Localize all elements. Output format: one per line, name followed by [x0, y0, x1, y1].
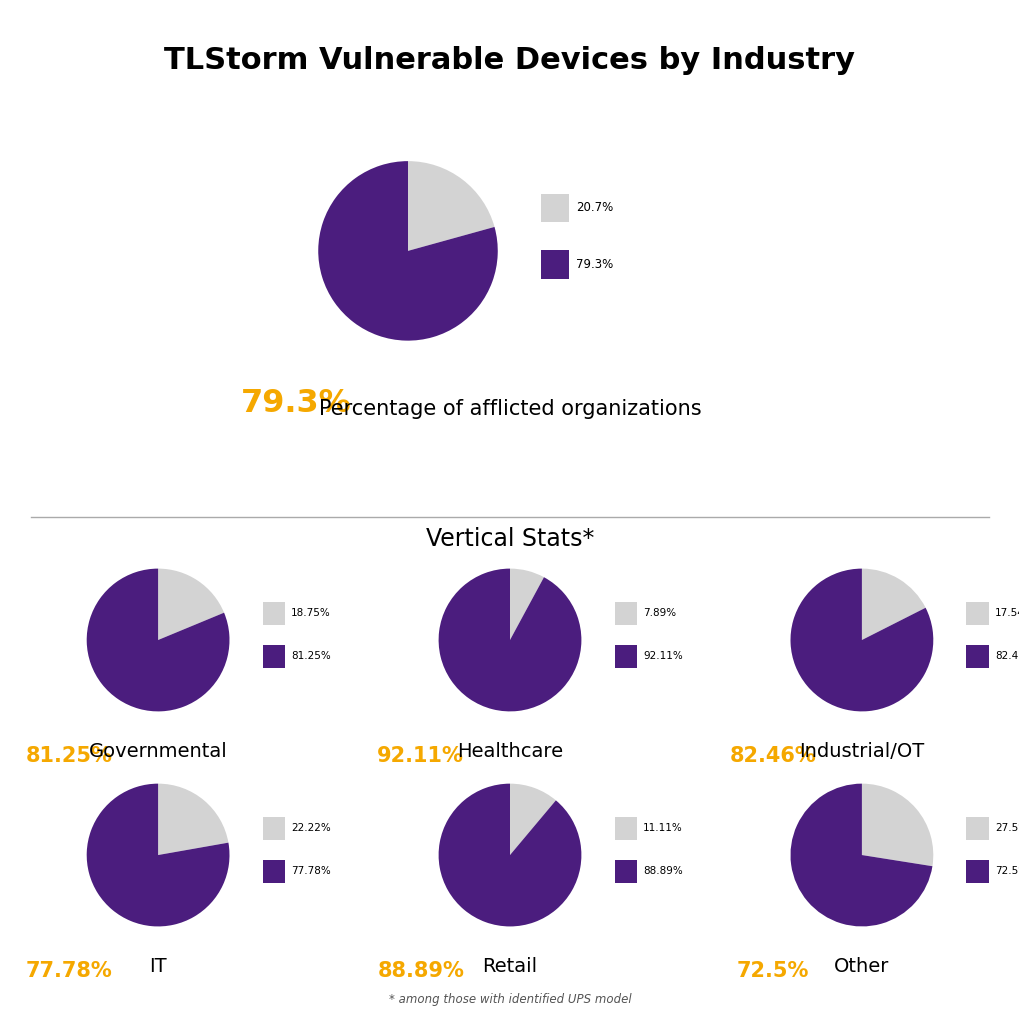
Text: 81.25%: 81.25%	[25, 746, 112, 766]
Wedge shape	[861, 568, 924, 640]
Text: 79.3%: 79.3%	[240, 388, 351, 419]
Text: 17.54%: 17.54%	[995, 608, 1019, 618]
Wedge shape	[318, 161, 497, 341]
Wedge shape	[438, 783, 581, 927]
Text: 11.11%: 11.11%	[643, 823, 682, 834]
Wedge shape	[510, 568, 543, 640]
Text: Industrial/OT: Industrial/OT	[799, 741, 923, 761]
Wedge shape	[87, 783, 229, 927]
Wedge shape	[861, 783, 932, 866]
Text: 82.46%: 82.46%	[995, 651, 1019, 662]
Wedge shape	[790, 783, 931, 927]
Text: 27.5%: 27.5%	[995, 823, 1019, 834]
Wedge shape	[408, 161, 494, 251]
Text: 7.89%: 7.89%	[643, 608, 676, 618]
Text: Vertical Stats*: Vertical Stats*	[425, 527, 594, 551]
Wedge shape	[438, 568, 581, 712]
Text: 92.11%: 92.11%	[643, 651, 682, 662]
Wedge shape	[790, 568, 932, 712]
Text: Other: Other	[834, 956, 889, 976]
Text: 22.22%: 22.22%	[291, 823, 330, 834]
Text: Governmental: Governmental	[89, 741, 227, 761]
Wedge shape	[87, 568, 229, 712]
Text: TLStorm Vulnerable Devices by Industry: TLStorm Vulnerable Devices by Industry	[164, 46, 855, 75]
Wedge shape	[158, 783, 228, 855]
Text: 20.7%: 20.7%	[576, 202, 613, 214]
Text: Healthcare: Healthcare	[457, 741, 562, 761]
Text: 72.5%: 72.5%	[995, 866, 1019, 877]
Text: 77.78%: 77.78%	[291, 866, 330, 877]
Text: 81.25%: 81.25%	[291, 651, 330, 662]
Text: 88.89%: 88.89%	[643, 866, 682, 877]
Text: Retail: Retail	[482, 956, 537, 976]
Wedge shape	[158, 568, 224, 640]
Text: 92.11%: 92.11%	[377, 746, 464, 766]
Text: 18.75%: 18.75%	[291, 608, 330, 618]
Text: 79.3%: 79.3%	[576, 258, 613, 270]
Text: 77.78%: 77.78%	[25, 962, 112, 981]
Text: 72.5%: 72.5%	[736, 962, 808, 981]
Text: Percentage of afflicted organizations: Percentage of afflicted organizations	[318, 399, 701, 420]
Text: 88.89%: 88.89%	[377, 962, 464, 981]
Text: 82.46%: 82.46%	[729, 746, 815, 766]
Wedge shape	[510, 783, 555, 855]
Text: IT: IT	[149, 956, 167, 976]
Text: * among those with identified UPS model: * among those with identified UPS model	[388, 992, 631, 1006]
